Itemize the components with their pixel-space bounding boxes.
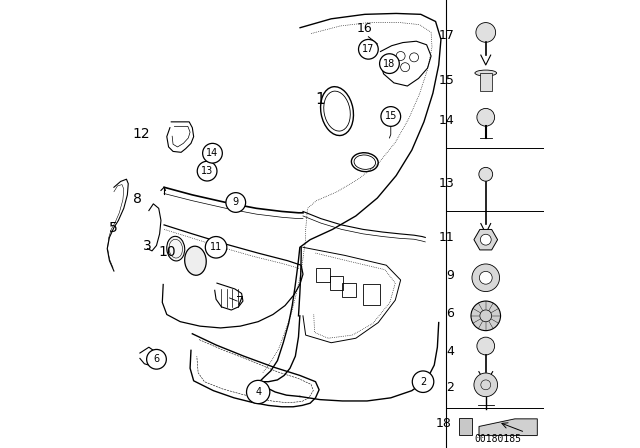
Text: 13: 13: [201, 166, 213, 176]
Text: 13: 13: [438, 177, 454, 190]
Text: 6: 6: [154, 354, 159, 364]
Text: 2: 2: [447, 381, 454, 394]
Text: 4: 4: [255, 387, 261, 397]
Ellipse shape: [475, 70, 497, 76]
Ellipse shape: [167, 237, 185, 261]
Text: 12: 12: [132, 127, 150, 142]
Circle shape: [381, 107, 401, 126]
Text: 11: 11: [438, 231, 454, 244]
Bar: [459, 418, 472, 435]
Text: 7: 7: [236, 294, 244, 308]
Circle shape: [474, 373, 497, 396]
Circle shape: [147, 349, 166, 369]
Circle shape: [246, 380, 270, 404]
Text: 3: 3: [143, 239, 152, 254]
Text: 6: 6: [447, 307, 454, 320]
Text: 9: 9: [233, 198, 239, 207]
Text: 18: 18: [383, 59, 396, 69]
Circle shape: [203, 143, 222, 163]
Text: 1: 1: [315, 92, 325, 107]
Text: 2: 2: [420, 377, 426, 387]
Circle shape: [472, 264, 500, 292]
Text: 5: 5: [109, 221, 117, 236]
Text: 8: 8: [132, 192, 141, 207]
Text: 10: 10: [158, 245, 175, 259]
Text: 4: 4: [447, 345, 454, 358]
Polygon shape: [474, 229, 497, 250]
Text: 18: 18: [435, 417, 451, 430]
Text: 15: 15: [438, 74, 454, 87]
Circle shape: [471, 301, 500, 331]
Circle shape: [476, 22, 495, 42]
Text: 16: 16: [357, 22, 372, 35]
Circle shape: [412, 371, 434, 392]
Text: 9: 9: [447, 269, 454, 282]
Circle shape: [477, 108, 495, 126]
Text: 11: 11: [210, 242, 222, 252]
Text: 17: 17: [438, 29, 454, 43]
Polygon shape: [479, 419, 538, 435]
Circle shape: [380, 54, 399, 73]
FancyBboxPatch shape: [480, 73, 492, 91]
Text: 17: 17: [362, 44, 374, 54]
Text: 14: 14: [438, 114, 454, 128]
Text: 00180185: 00180185: [475, 434, 522, 444]
Text: 15: 15: [385, 112, 397, 121]
Circle shape: [226, 193, 246, 212]
Text: 14: 14: [206, 148, 219, 158]
Circle shape: [479, 271, 492, 284]
Circle shape: [358, 39, 378, 59]
Circle shape: [197, 161, 217, 181]
Circle shape: [481, 234, 491, 245]
Circle shape: [205, 237, 227, 258]
Circle shape: [479, 168, 493, 181]
Ellipse shape: [185, 246, 206, 275]
Circle shape: [477, 337, 495, 355]
